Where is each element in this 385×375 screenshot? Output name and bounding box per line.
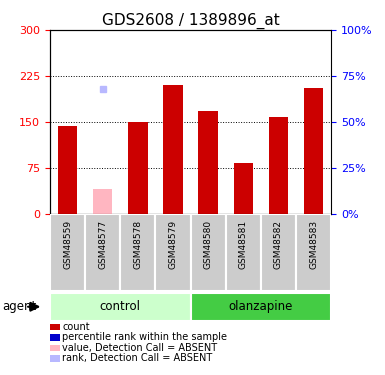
Text: GSM48577: GSM48577	[98, 220, 107, 269]
Bar	[234, 163, 253, 214]
Text: count: count	[62, 322, 90, 332]
Bar	[156, 214, 191, 291]
Bar	[226, 214, 261, 291]
Bar	[191, 292, 331, 321]
Bar	[93, 189, 112, 214]
Bar	[58, 126, 77, 214]
Bar	[50, 214, 85, 291]
Text: rank, Detection Call = ABSENT: rank, Detection Call = ABSENT	[62, 354, 213, 363]
Bar	[304, 88, 323, 214]
Bar	[261, 214, 296, 291]
Bar	[163, 85, 182, 214]
Bar	[269, 117, 288, 214]
Bar	[128, 123, 147, 214]
Text: GSM48582: GSM48582	[274, 220, 283, 269]
Title: GDS2608 / 1389896_at: GDS2608 / 1389896_at	[102, 12, 280, 28]
Text: value, Detection Call = ABSENT: value, Detection Call = ABSENT	[62, 343, 218, 353]
Text: GSM48583: GSM48583	[309, 220, 318, 269]
Bar	[296, 214, 331, 291]
Bar	[121, 214, 156, 291]
Text: GSM48579: GSM48579	[169, 220, 177, 269]
Text: olanzapine: olanzapine	[229, 300, 293, 313]
Bar	[191, 214, 226, 291]
Text: GSM48559: GSM48559	[63, 220, 72, 269]
Text: GSM48581: GSM48581	[239, 220, 248, 269]
Text: control: control	[100, 300, 141, 313]
Bar	[50, 292, 191, 321]
Text: percentile rank within the sample: percentile rank within the sample	[62, 333, 228, 342]
Text: GSM48578: GSM48578	[133, 220, 142, 269]
Text: agent: agent	[2, 300, 36, 313]
Bar	[199, 111, 218, 214]
Bar	[85, 214, 120, 291]
Text: GSM48580: GSM48580	[204, 220, 213, 269]
